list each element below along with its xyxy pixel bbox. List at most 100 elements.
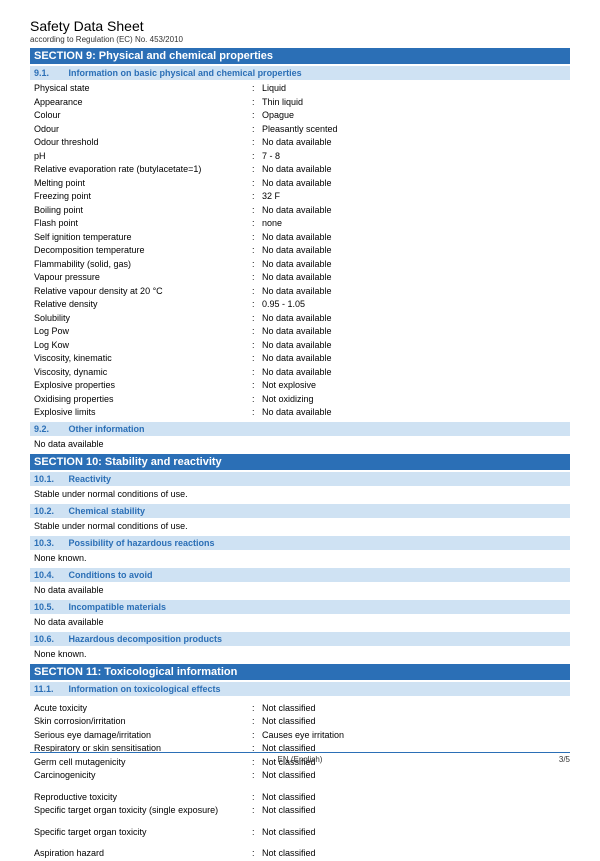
property-row: Solubility:No data available [34, 312, 570, 326]
property-label: Self ignition temperature [34, 231, 252, 245]
property-label: Oxidising properties [34, 393, 252, 407]
section-10-header: SECTION 10: Stability and reactivity [30, 454, 570, 470]
property-label: Relative vapour density at 20 °C [34, 285, 252, 299]
property-value: No data available [262, 366, 570, 380]
subsection-title: Hazardous decomposition products [69, 634, 223, 644]
property-row: Oxidising properties:Not oxidizing [34, 393, 570, 407]
property-colon: : [252, 352, 262, 366]
subsection-title: Incompatible materials [69, 602, 167, 612]
property-colon: : [252, 379, 262, 393]
property-colon: : [252, 96, 262, 110]
property-label: Colour [34, 109, 252, 123]
property-value: No data available [262, 325, 570, 339]
property-value: No data available [262, 285, 570, 299]
page-subtitle: according to Regulation (EC) No. 453/201… [30, 35, 570, 44]
property-value: 32 F [262, 190, 570, 204]
property-colon: : [252, 312, 262, 326]
property-row: Specific target organ toxicity:Not class… [34, 826, 570, 840]
property-colon: : [252, 217, 262, 231]
property-colon: : [252, 826, 262, 840]
property-value: No data available [262, 406, 570, 420]
property-colon: : [252, 231, 262, 245]
property-row: Specific target organ toxicity (single e… [34, 804, 570, 818]
subsection-10-2-body: Stable under normal conditions of use. [30, 518, 570, 534]
property-row: Skin corrosion/irritation:Not classified [34, 715, 570, 729]
property-row: Explosive limits:No data available [34, 406, 570, 420]
property-label: Relative evaporation rate (butylacetate=… [34, 163, 252, 177]
property-label: Viscosity, kinematic [34, 352, 252, 366]
subsection-10-4-body: No data available [30, 582, 570, 598]
property-label: Flammability (solid, gas) [34, 258, 252, 272]
property-value: 7 - 8 [262, 150, 570, 164]
property-row: Reproductive toxicity:Not classified [34, 791, 570, 805]
property-colon: : [252, 847, 262, 861]
footer-center: EN (English) [278, 755, 323, 764]
property-label: Skin corrosion/irritation [34, 715, 252, 729]
property-row: Log Pow:No data available [34, 325, 570, 339]
property-colon: : [252, 204, 262, 218]
property-colon: : [252, 729, 262, 743]
property-value: Causes eye irritation [262, 729, 570, 743]
property-row: Explosive properties:Not explosive [34, 379, 570, 393]
property-row: Self ignition temperature:No data availa… [34, 231, 570, 245]
property-value: No data available [262, 136, 570, 150]
property-row: pH:7 - 8 [34, 150, 570, 164]
property-label: Odour threshold [34, 136, 252, 150]
property-colon: : [252, 244, 262, 258]
property-row: Freezing point:32 F [34, 190, 570, 204]
property-colon: : [252, 271, 262, 285]
section-9-header: SECTION 9: Physical and chemical propert… [30, 48, 570, 64]
property-row: Log Kow:No data available [34, 339, 570, 353]
property-colon: : [252, 804, 262, 818]
property-colon: : [252, 136, 262, 150]
section-9-properties: Physical state:LiquidAppearance:Thin liq… [34, 82, 570, 420]
subsection-number: 9.1. [34, 68, 66, 78]
section-11-group-4: Aspiration hazard:Not classified [34, 847, 570, 861]
property-value: No data available [262, 231, 570, 245]
subsection-number: 10.1. [34, 474, 66, 484]
subsection-number: 11.1. [34, 684, 66, 694]
property-colon: : [252, 150, 262, 164]
property-value: Liquid [262, 82, 570, 96]
subsection-number: 10.2. [34, 506, 66, 516]
subsection-title: Information on toxicological effects [69, 684, 221, 694]
subsection-title: Reactivity [69, 474, 112, 484]
property-label: Melting point [34, 177, 252, 191]
property-label: Acute toxicity [34, 702, 252, 716]
property-row: Odour threshold:No data available [34, 136, 570, 150]
property-label: Explosive properties [34, 379, 252, 393]
subsection-title: Possibility of hazardous reactions [69, 538, 215, 548]
page-title: Safety Data Sheet [30, 18, 570, 34]
property-label: Solubility [34, 312, 252, 326]
property-row: Viscosity, kinematic:No data available [34, 352, 570, 366]
property-colon: : [252, 325, 262, 339]
property-label: Decomposition temperature [34, 244, 252, 258]
subsection-title: Conditions to avoid [69, 570, 153, 580]
subsection-10-5: 10.5. Incompatible materials [30, 600, 570, 614]
subsection-10-2: 10.2. Chemical stability [30, 504, 570, 518]
subsection-10-5-body: No data available [30, 614, 570, 630]
subsection-title: Other information [69, 424, 145, 434]
property-value: Not oxidizing [262, 393, 570, 407]
property-row: Flash point:none [34, 217, 570, 231]
property-label: Freezing point [34, 190, 252, 204]
property-value: No data available [262, 339, 570, 353]
subsection-number: 10.3. [34, 538, 66, 548]
section-11-group-1: Acute toxicity:Not classifiedSkin corros… [34, 702, 570, 783]
subsection-title: Information on basic physical and chemic… [69, 68, 302, 78]
subsection-number: 9.2. [34, 424, 66, 434]
property-row: Flammability (solid, gas):No data availa… [34, 258, 570, 272]
property-colon: : [252, 339, 262, 353]
property-value: Thin liquid [262, 96, 570, 110]
property-colon: : [252, 791, 262, 805]
property-colon: : [252, 82, 262, 96]
section-11-header: SECTION 11: Toxicological information [30, 664, 570, 680]
property-value: No data available [262, 244, 570, 258]
property-row: Colour:Opague [34, 109, 570, 123]
property-label: Log Pow [34, 325, 252, 339]
property-label: Relative density [34, 298, 252, 312]
property-value: Pleasantly scented [262, 123, 570, 137]
property-row: Decomposition temperature:No data availa… [34, 244, 570, 258]
subsection-10-3: 10.3. Possibility of hazardous reactions [30, 536, 570, 550]
property-colon: : [252, 366, 262, 380]
